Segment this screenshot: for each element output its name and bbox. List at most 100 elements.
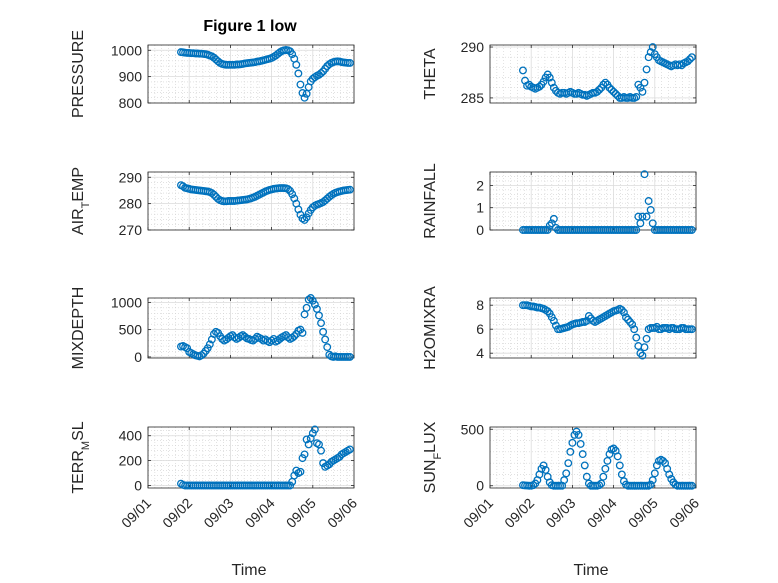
data-point (306, 434, 315, 443)
data-point (644, 53, 653, 62)
y-tick-label: 800 (119, 95, 143, 111)
data-point (611, 89, 620, 98)
data-point (617, 470, 626, 479)
data-point (317, 319, 325, 328)
y-tick-label: 280 (119, 196, 143, 212)
data-point (294, 69, 303, 78)
y-tick-label: 0 (476, 222, 484, 238)
data-point (646, 205, 655, 214)
data-point (568, 438, 577, 447)
data-point (302, 213, 311, 222)
y-tick-label: 1 (476, 200, 484, 216)
data-point (578, 450, 587, 459)
data-point (601, 464, 610, 473)
axes-box (147, 297, 355, 359)
data-point (646, 48, 655, 57)
data-point (584, 312, 593, 320)
data-point (304, 295, 313, 304)
data-point (562, 469, 571, 478)
y-tick-label: 500 (461, 421, 485, 437)
data-point (298, 89, 307, 97)
y-tick-label: 200 (119, 453, 143, 469)
data-point (609, 444, 618, 453)
data-point (605, 450, 614, 459)
data-point (601, 78, 610, 87)
data-point (543, 226, 552, 234)
data-point (310, 300, 319, 309)
y-axis-label: AIRTEMP (70, 167, 92, 235)
data-point (652, 461, 661, 470)
y-axis-label: TERRMSL (70, 421, 92, 493)
data-point (576, 439, 585, 448)
data-point (646, 480, 655, 489)
data-point (622, 313, 630, 322)
data-point (624, 315, 632, 324)
data-point (321, 335, 330, 344)
data-point (543, 307, 552, 316)
data-point (564, 459, 573, 468)
data-point (687, 226, 696, 234)
data-point (560, 476, 569, 485)
y-tick-label: 400 (119, 428, 143, 444)
data-point (640, 78, 649, 87)
data-point (648, 476, 657, 485)
data-point (292, 60, 301, 69)
data-point (300, 93, 309, 102)
data-point (636, 349, 645, 358)
axes-box (489, 297, 697, 359)
x-axis-label: Time (574, 562, 609, 579)
data-point (203, 344, 212, 353)
data-point (519, 66, 527, 75)
y-tick-label: 500 (119, 322, 143, 338)
y-axis-label: SUNFLUX (422, 421, 444, 493)
data-point (628, 320, 637, 329)
data-point (632, 226, 641, 234)
y-tick-label: 290 (461, 39, 485, 55)
y-tick-label: 900 (119, 69, 143, 85)
data-point (345, 352, 354, 361)
data-point (300, 450, 309, 459)
data-point (632, 333, 641, 342)
data-point (609, 87, 618, 96)
data-point (288, 190, 297, 199)
data-point (545, 73, 554, 82)
y-axis-label: PRESSURE (70, 30, 87, 118)
y-axis-label: RAINFALL (422, 163, 439, 239)
y-axis-label: MIXDEPTH (70, 287, 87, 370)
data-point (593, 87, 602, 96)
subplot-theta: 285 290 THETA (422, 39, 697, 106)
data-point (595, 481, 604, 490)
data-point (615, 461, 624, 470)
y-tick-label: 1000 (111, 294, 142, 310)
figure-title: Figure 1 low (203, 18, 297, 35)
y-tick-label: 270 (119, 222, 143, 238)
data-point (319, 327, 328, 336)
data-point (209, 190, 218, 199)
data-point (535, 82, 544, 91)
data-point (642, 212, 651, 221)
data-point (302, 435, 311, 444)
data-point (636, 219, 645, 228)
data-point (290, 332, 299, 341)
data-point (296, 80, 305, 89)
data-point (687, 481, 696, 490)
data-point (308, 296, 317, 305)
data-point (205, 340, 214, 349)
y-axis-label: THETA (422, 48, 439, 100)
data-point (549, 214, 558, 223)
data-point (582, 472, 591, 481)
data-point (310, 425, 319, 434)
data-point (298, 214, 307, 223)
plot-area (490, 45, 696, 103)
subplot-mixdepth: 0 500 1000 MIXDEPTH (70, 287, 355, 370)
subplot-pressure: 800 900 1000 PRESSURE (70, 30, 355, 118)
data-point (659, 456, 667, 465)
x-axis-label: Time (232, 562, 267, 579)
axes-box (489, 44, 697, 104)
data-point (613, 452, 622, 461)
data-point (605, 83, 614, 92)
axes-box (147, 44, 355, 104)
data-point (290, 471, 299, 480)
data-point (648, 43, 657, 51)
y-tick-label: 8 (476, 297, 484, 313)
